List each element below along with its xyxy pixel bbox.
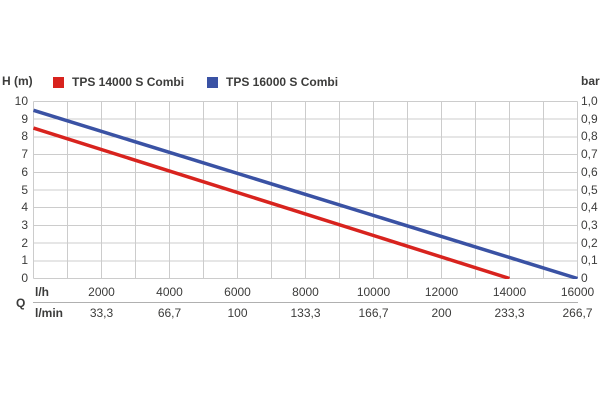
x-tick-label-l-h: 2000 — [88, 285, 115, 299]
y-tick-label-left: 9 — [21, 111, 28, 126]
left-axis-unit-label: H (m) — [2, 74, 33, 88]
y-tick-label-left: 3 — [21, 217, 28, 232]
x-tick-label-l-min: 233,3 — [494, 306, 525, 320]
y-tick-label-right: 0,4 — [581, 200, 598, 215]
x-tick-label-l-min: 266,7 — [562, 306, 593, 320]
x-tick-label-l-h: 16000 — [560, 285, 595, 299]
y-tick-label-right: 0,5 — [581, 182, 598, 197]
y-tick-label-left: 7 — [21, 147, 28, 162]
legend-label-tps-16000: TPS 16000 S Combi — [226, 75, 339, 89]
y-tick-label-left: 0 — [21, 271, 28, 285]
legend-swatch-blue — [207, 76, 218, 88]
x-axis-unit-lh: l/h — [35, 285, 49, 299]
y-tick-label-left: 4 — [21, 200, 28, 215]
x-axis-label-q: Q — [16, 296, 26, 310]
y-tick-label-left: 10 — [14, 94, 28, 108]
y-tick-label-right: 0 — [581, 271, 588, 285]
x-tick-label-l-min: 100 — [227, 306, 248, 320]
y-tick-label-left: 5 — [21, 182, 28, 197]
legend-label-tps-14000: TPS 14000 S Combi — [72, 75, 185, 89]
y-tick-label-right: 0,7 — [581, 147, 598, 162]
y-tick-label-right: 0,3 — [581, 217, 598, 232]
y-tick-label-left: 1 — [21, 253, 28, 268]
x-axis-row-separator — [33, 302, 578, 303]
x-tick-label-l-min: 66,7 — [157, 306, 182, 320]
x-tick-label-l-h: 14000 — [492, 285, 527, 299]
x-tick-label-l-h: 6000 — [224, 285, 251, 299]
y-tick-label-left: 6 — [21, 164, 28, 179]
y-tick-label-left: 2 — [21, 235, 28, 250]
x-tick-label-l-h: 10000 — [356, 285, 391, 299]
x-tick-label-l-min: 133,3 — [290, 306, 321, 320]
y-tick-label-right: 0,1 — [581, 253, 598, 268]
y-tick-label-right: 1,0 — [581, 94, 598, 108]
series-line-0 — [33, 126, 511, 279]
y-tick-label-right: 0,6 — [581, 164, 598, 179]
x-axis-unit-lmin: l/min — [35, 306, 64, 320]
x-tick-label-l-min: 166,7 — [358, 306, 389, 320]
y-tick-label-right: 0,8 — [581, 129, 598, 144]
legend-item-tps-16000: TPS 16000 S Combi — [207, 75, 338, 89]
x-tick-label-l-min: 33,3 — [89, 306, 114, 320]
x-tick-label-l-h: 8000 — [292, 285, 319, 299]
right-axis-unit-label: bar — [581, 74, 600, 88]
legend-swatch-red — [53, 76, 64, 88]
y-tick-label-right: 0,9 — [581, 111, 598, 126]
series-line-1 — [33, 108, 578, 279]
x-tick-label-l-h: 4000 — [156, 285, 183, 299]
x-tick-label-l-min: 200 — [431, 306, 452, 320]
y-tick-label-right: 0,2 — [581, 235, 598, 250]
y-tick-label-left: 8 — [21, 129, 28, 144]
x-tick-label-l-h: 12000 — [424, 285, 459, 299]
plot-area — [33, 101, 578, 279]
legend-item-tps-14000: TPS 14000 S Combi — [53, 75, 184, 89]
